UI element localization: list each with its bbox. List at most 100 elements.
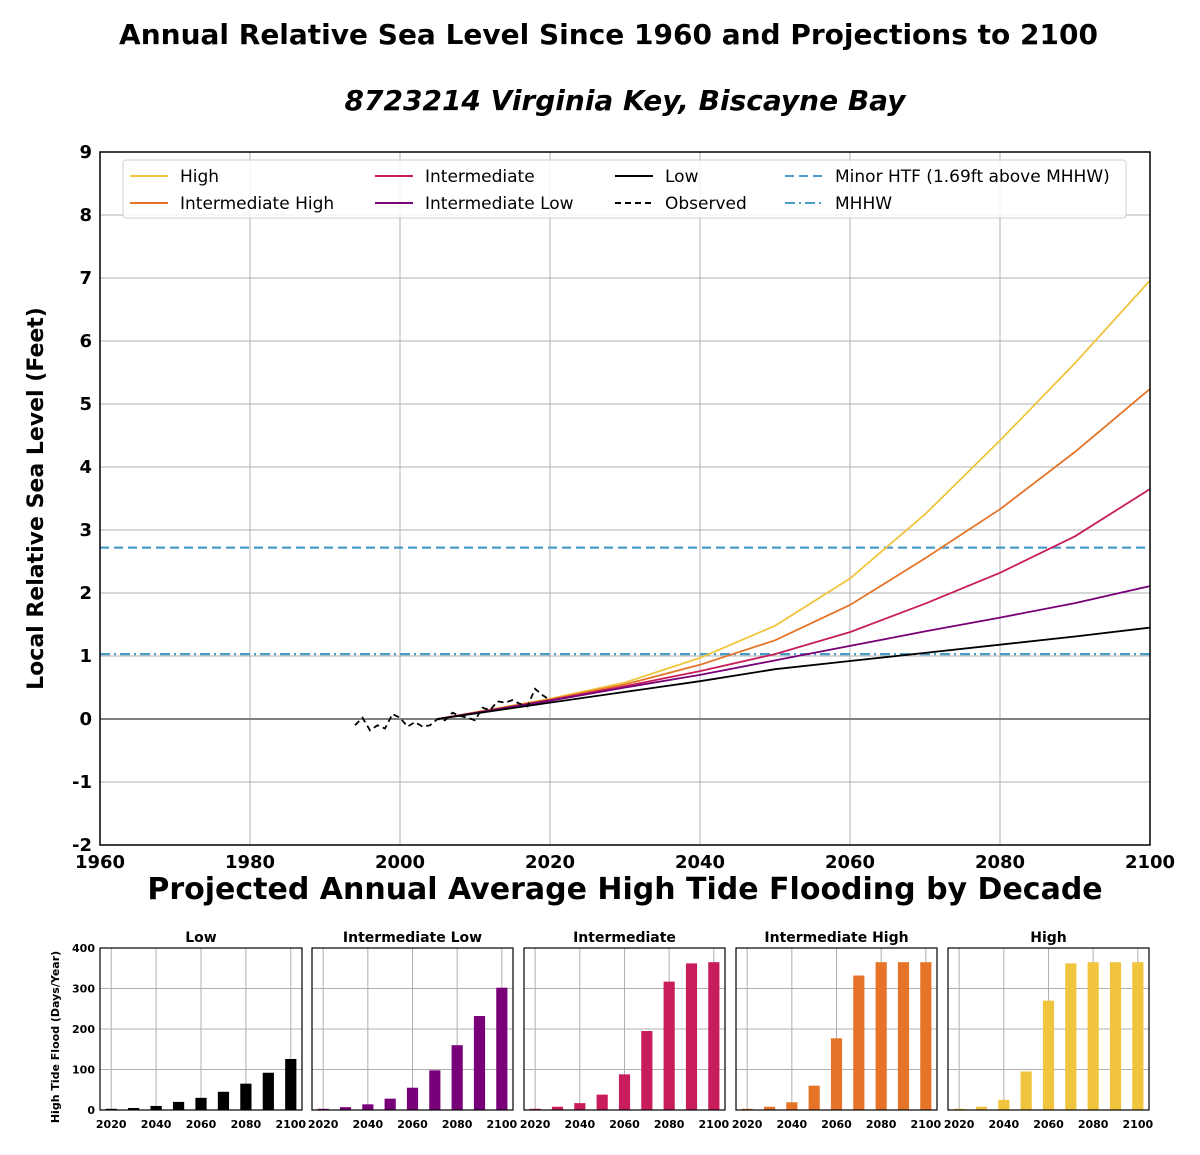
bar [262, 1072, 274, 1110]
bar-panel-intermediate_high: Intermediate High 2020 2040 2060 2080 2100 [732, 930, 942, 1131]
panel-title: Intermediate High [764, 930, 908, 946]
mhhw-legend-label: MHHW [835, 194, 892, 214]
intermediate_high-legend-label: Intermediate High [180, 194, 334, 214]
bar [240, 1083, 252, 1110]
bar [998, 1099, 1010, 1110]
bar [339, 1107, 352, 1110]
bar [1087, 962, 1099, 1110]
main-line-chart: 1960 1980 2000 2020 2040 2060 2080 2100 -2 -1 0 1 2 3… [24, 142, 1175, 870]
chart-title: Annual Relative Sea Level Since 1960 and… [119, 18, 1098, 51]
y-tick-label: 4 [79, 457, 92, 478]
y-tick-label: 400 [72, 942, 95, 955]
bar-panel-intermediate: Intermediate 2020 2040 2060 2080 2100 [520, 930, 730, 1131]
bar [786, 1102, 798, 1110]
bar [172, 1101, 185, 1110]
x-tick-label: 2080 [1078, 1118, 1109, 1131]
x-tick-label: 2040 [141, 1118, 172, 1131]
x-tick-label: 2100 [1123, 1118, 1154, 1131]
y-tick-label: 7 [79, 268, 92, 289]
observed-series-line [354, 687, 551, 732]
y-tick-label: -1 [72, 772, 92, 793]
chart-subtitle: 8723214 Virginia Key, Biscayne Bay [344, 84, 906, 117]
bar [473, 1016, 486, 1110]
y-axis-label: High Tide Flood (Days/Year) [49, 951, 62, 1123]
bar [975, 1106, 988, 1110]
bar [1020, 1071, 1032, 1110]
bar [708, 962, 720, 1110]
y-tick-label: 6 [79, 331, 92, 352]
panel-frame [523, 947, 726, 1111]
bar [830, 1038, 843, 1110]
y-tick-label: 200 [72, 1023, 95, 1036]
x-tick-label: 1980 [225, 852, 275, 870]
bar [105, 1108, 117, 1110]
bar [529, 1108, 541, 1110]
x-tick-label: 2060 [186, 1118, 217, 1131]
bar [195, 1097, 207, 1110]
x-tick-label: 2100 [1125, 852, 1175, 870]
bar [1109, 962, 1122, 1110]
x-tick-label: 2000 [375, 852, 425, 870]
bar [362, 1104, 374, 1110]
x-tick-label: 2060 [609, 1118, 640, 1131]
bar [920, 962, 932, 1110]
y-tick-label: 8 [79, 205, 92, 226]
x-tick-label: 2080 [442, 1118, 473, 1131]
x-tick-label: 2020 [525, 852, 575, 870]
section-title: Projected Annual Average High Tide Flood… [147, 872, 1103, 907]
bar [663, 981, 675, 1110]
x-tick-label: 2060 [825, 852, 875, 870]
y-tick-label: 300 [72, 983, 95, 996]
panel-frame [947, 947, 1150, 1111]
panel-frame [311, 947, 514, 1111]
legend-box [122, 159, 1127, 219]
bar [596, 1094, 608, 1110]
x-tick-label: 2080 [231, 1118, 262, 1131]
bar-panel-high: High 2020 2040 2060 2080 2100 [944, 930, 1154, 1131]
bar [406, 1087, 419, 1110]
panel-title: Intermediate [573, 930, 676, 946]
panel-title: Intermediate Low [343, 930, 482, 946]
intermediate-series-line [437, 488, 1151, 720]
x-tick-label: 2020 [732, 1118, 763, 1131]
bar [150, 1105, 162, 1110]
bar [317, 1108, 329, 1110]
y-tick-label: 1 [79, 646, 92, 667]
bar [953, 1108, 965, 1110]
bar [685, 963, 698, 1110]
low-legend-label: Low [665, 167, 699, 187]
bar [763, 1106, 776, 1110]
high-series-line [437, 279, 1151, 720]
bar [496, 987, 508, 1110]
bar [875, 962, 887, 1110]
x-tick-label: 2040 [565, 1118, 596, 1131]
bar [897, 962, 910, 1110]
panel-title: High [1030, 930, 1067, 946]
bar [618, 1074, 631, 1110]
bar [451, 1045, 463, 1110]
bar [551, 1106, 564, 1110]
x-tick-label: 2040 [675, 852, 725, 870]
x-tick-label: 2100 [911, 1118, 942, 1131]
intermediate_low-series-line [437, 585, 1151, 720]
bar-panel-intermediate_low: Intermediate Low 2020 2040 2060 2080 2100 [308, 930, 518, 1131]
x-tick-label: 2060 [397, 1118, 428, 1131]
x-tick-label: 2020 [96, 1118, 127, 1131]
x-tick-label: 2060 [821, 1118, 852, 1131]
panel-frame [99, 947, 303, 1111]
bar-panel-low: Low 2020 2040 2060 2080 2100 0 100 200 300 400 High… [49, 930, 306, 1131]
x-tick-label: 2080 [975, 852, 1025, 870]
y-tick-label: 0 [87, 1104, 95, 1117]
y-tick-label: 5 [79, 394, 92, 415]
y-tick-label: 2 [79, 583, 92, 604]
intermediate_high-series-line [437, 388, 1151, 720]
x-tick-label: 2040 [989, 1118, 1020, 1131]
x-tick-label: 1960 [75, 852, 125, 870]
bar [217, 1091, 230, 1110]
x-tick-label: 2040 [777, 1118, 808, 1131]
x-tick-label: 2020 [308, 1118, 339, 1131]
x-tick-label: 2060 [1033, 1118, 1064, 1131]
bar [808, 1085, 820, 1110]
y-tick-label: 3 [79, 520, 92, 541]
intermediate_low-legend-label: Intermediate Low [425, 194, 574, 214]
